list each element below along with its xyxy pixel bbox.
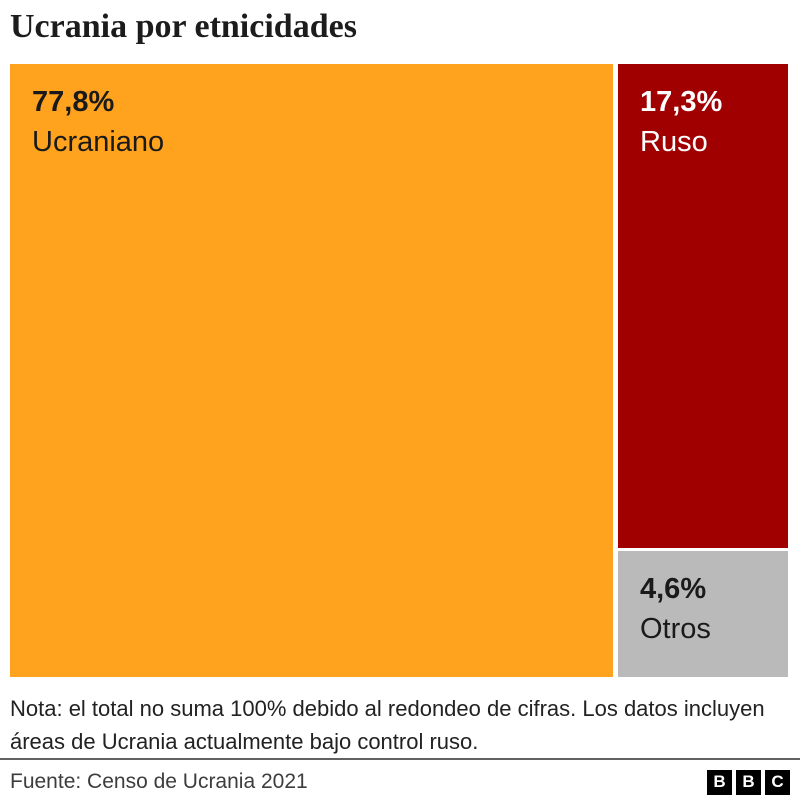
footnote-text: Nota: el total no suma 100% debido al re… — [10, 696, 765, 754]
tile-otros-value: 4,6% — [640, 573, 707, 605]
tile-otros: 4,6% Otros — [618, 551, 788, 677]
source-text: Fuente: Censo de Ucrania 2021 — [10, 770, 308, 793]
treemap-chart: 77,8% Ucraniano 17,3% Ruso 4,6% Otros — [10, 64, 788, 677]
bbc-logo-letter-2: B — [736, 769, 761, 795]
bbc-logo-letter-3: C — [765, 769, 790, 795]
bbc-logo-letter-1: B — [707, 769, 732, 795]
tile-ruso-label: Ruso — [640, 126, 708, 158]
tile-ruso: 17,3% Ruso — [618, 64, 788, 548]
bbc-logo: B B C — [707, 769, 790, 795]
tile-ucraniano-label: Ucraniano — [32, 126, 165, 158]
footer-divider — [0, 758, 800, 760]
tile-ucraniano-value: 77,8% — [32, 86, 115, 118]
footer: Fuente: Censo de Ucrania 2021 B B C — [10, 766, 790, 798]
tile-ruso-value: 17,3% — [640, 86, 723, 118]
tile-ucraniano: 77,8% Ucraniano — [10, 64, 613, 677]
chart-title: Ucrania por etnicidades — [10, 8, 357, 45]
tile-otros-label: Otros — [640, 613, 711, 645]
